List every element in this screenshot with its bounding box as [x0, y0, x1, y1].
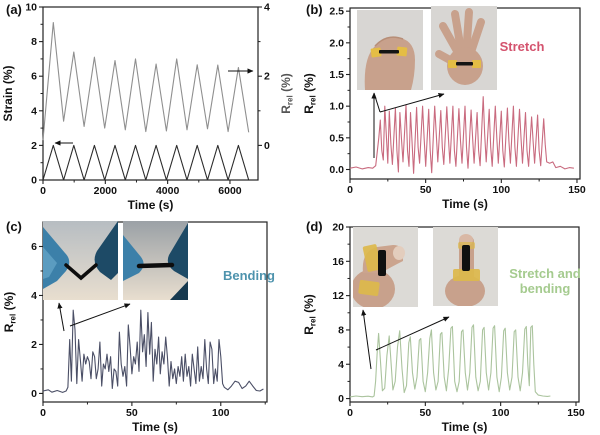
chart-a: 0 2000 4000 6000 0 2 4 6 8 10 0 2 4 Rrel (%) Time (s) S…: [1, 2, 295, 213]
inset-photo-finger-straight-with-sensor: [433, 227, 498, 306]
svg-text:16: 16: [332, 256, 344, 268]
svg-text:1.5: 1.5: [329, 69, 344, 81]
series-stretch-bending-response: [349, 324, 551, 398]
axes: 0 2000 4000 6000 0 2 4 6 8 10 0 2 4 Rrel (%) Time (s) S…: [1, 2, 295, 213]
axes: 0 50 100 0 2 4 6 Time (s) Rrel (%): [2, 241, 266, 434]
annotation-arrow-2: [69, 303, 131, 327]
panel-d: (d) 0 50 100 150 0 4 8 12 16 20 Time (s) Rrel (%): [300, 217, 600, 435]
right-axis-title: Rrel (%): [279, 73, 295, 113]
svg-text:2.5: 2.5: [329, 6, 344, 18]
svg-text:8: 8: [31, 36, 37, 48]
chart-d: 0 50 100 150 0 4 8 12 16 20 Time (s) Rrel (%): [302, 222, 585, 435]
finger-bent-illustration: [353, 227, 418, 307]
svg-text:8: 8: [338, 324, 344, 336]
y-axis-title: Rrel (%): [2, 292, 18, 332]
sensor-strip: [456, 62, 473, 66]
panel-label-d: (d): [306, 219, 323, 234]
panel-label-c: (c): [6, 219, 22, 234]
svg-text:2: 2: [31, 339, 37, 351]
svg-text:50: 50: [419, 407, 431, 419]
svg-text:2000: 2000: [94, 185, 118, 197]
inset-photo-strip-straight-gloves: [123, 221, 188, 300]
chart-c: 0 50 100 0 2 4 6 Time (s) Rrel (%): [2, 221, 268, 434]
series-R_rel: [42, 22, 250, 141]
svg-text:50: 50: [126, 407, 138, 419]
svg-text:0: 0: [264, 140, 270, 152]
annotation-c: Bending: [223, 268, 275, 283]
svg-text:20: 20: [332, 222, 344, 234]
sensor-strip: [378, 250, 386, 276]
strip-straight-illustration: [123, 221, 188, 300]
sensor-strip-bent: [64, 263, 98, 281]
svg-text:6: 6: [31, 241, 37, 253]
svg-text:4: 4: [338, 359, 344, 371]
sensor-strip: [379, 50, 399, 54]
hand-fist-illustration: [357, 10, 423, 90]
x-axis-title: Time (s): [442, 420, 488, 434]
x-axis-title: Time (s): [442, 197, 488, 211]
annotation-arrow-1: [57, 302, 65, 332]
svg-text:0: 0: [31, 388, 37, 400]
series-stretch-response: [349, 96, 574, 174]
svg-text:2.0: 2.0: [329, 37, 344, 49]
svg-text:0: 0: [347, 184, 353, 196]
y-axis-title: Strain (%): [1, 65, 15, 121]
y-axis-title: Rrel (%): [302, 294, 318, 334]
svg-text:0: 0: [338, 393, 344, 405]
svg-text:0: 0: [40, 185, 46, 197]
svg-text:0: 0: [347, 407, 353, 419]
svg-text:0.5: 0.5: [329, 132, 344, 144]
sensor-strip-straight: [136, 262, 175, 269]
panel-c: (c) 0 50 100 0 2 4 6 Time (s) Rrel (%): [0, 217, 300, 435]
svg-text:4: 4: [31, 290, 37, 302]
svg-text:12: 12: [332, 290, 344, 302]
svg-text:150: 150: [567, 407, 585, 419]
annotation-d: Stretch and bending: [509, 266, 581, 296]
annotation-b: Stretch: [499, 39, 545, 54]
axes: 0 50 100 150 0.0 0.5 1.0 1.5 2.0 2.5 Time (s) Rrel …: [302, 6, 586, 211]
svg-text:4000: 4000: [156, 185, 180, 197]
finger-straight-illustration: [433, 227, 498, 306]
svg-text:50: 50: [420, 184, 432, 196]
svg-text:6: 6: [31, 71, 37, 83]
svg-text:0: 0: [40, 407, 46, 419]
hand-open-illustration: [431, 6, 497, 90]
svg-text:0.0: 0.0: [329, 164, 344, 176]
inset-photo-hand-fist-with-sensor: [357, 10, 423, 90]
series-bending-response: [42, 309, 264, 393]
annotation-arrow-2: [373, 92, 381, 113]
chart-b: 0 50 100 150 0.0 0.5 1.0 1.5 2.0 2.5 Time (s) Rrel …: [302, 6, 586, 211]
svg-text:100: 100: [492, 407, 510, 419]
annotation-arrow-1: [361, 309, 372, 370]
svg-text:2: 2: [264, 71, 270, 83]
axes: 0 50 100 150 0 4 8 12 16 20 Time (s) Rrel (%): [302, 222, 585, 435]
inset-photo-strip-bent-gloves: [43, 221, 118, 300]
svg-text:6000: 6000: [218, 185, 242, 197]
sensor-strip: [462, 245, 470, 271]
panel-label-b: (b): [306, 2, 323, 17]
annotation-arrow-2: [375, 316, 450, 351]
svg-text:100: 100: [212, 407, 230, 419]
svg-text:2: 2: [31, 140, 37, 152]
svg-text:1.0: 1.0: [329, 101, 344, 113]
inset-photo-hand-open-with-sensor: [431, 6, 497, 90]
x-axis-title: Time (s): [128, 198, 174, 212]
svg-text:4: 4: [264, 2, 270, 14]
x-axis-title: Time (s): [132, 420, 178, 434]
series-strain: [42, 144, 250, 181]
panel-label-a: (a): [6, 2, 22, 17]
annotation-arrow-3: [379, 92, 445, 113]
inset-photo-finger-bent-with-sensor: [353, 227, 418, 307]
plot-frame: [42, 6, 259, 181]
svg-text:4: 4: [31, 105, 37, 117]
strip-bent-illustration: [43, 221, 118, 300]
svg-text:150: 150: [568, 184, 586, 196]
panel-b: (b) 0 50 100 150 0.0 0.5 1.0 1.5 2.0 2.5 Time (s) R…: [300, 0, 600, 217]
y-axis-title: Rrel (%): [302, 73, 318, 113]
svg-text:100: 100: [493, 184, 511, 196]
svg-text:0: 0: [31, 175, 37, 187]
panel-a: (a) 0 2000 4000 6000 0 2 4 6 8 10 0 2 4 Rrel (%) Time …: [0, 0, 300, 217]
svg-text:10: 10: [25, 2, 37, 14]
